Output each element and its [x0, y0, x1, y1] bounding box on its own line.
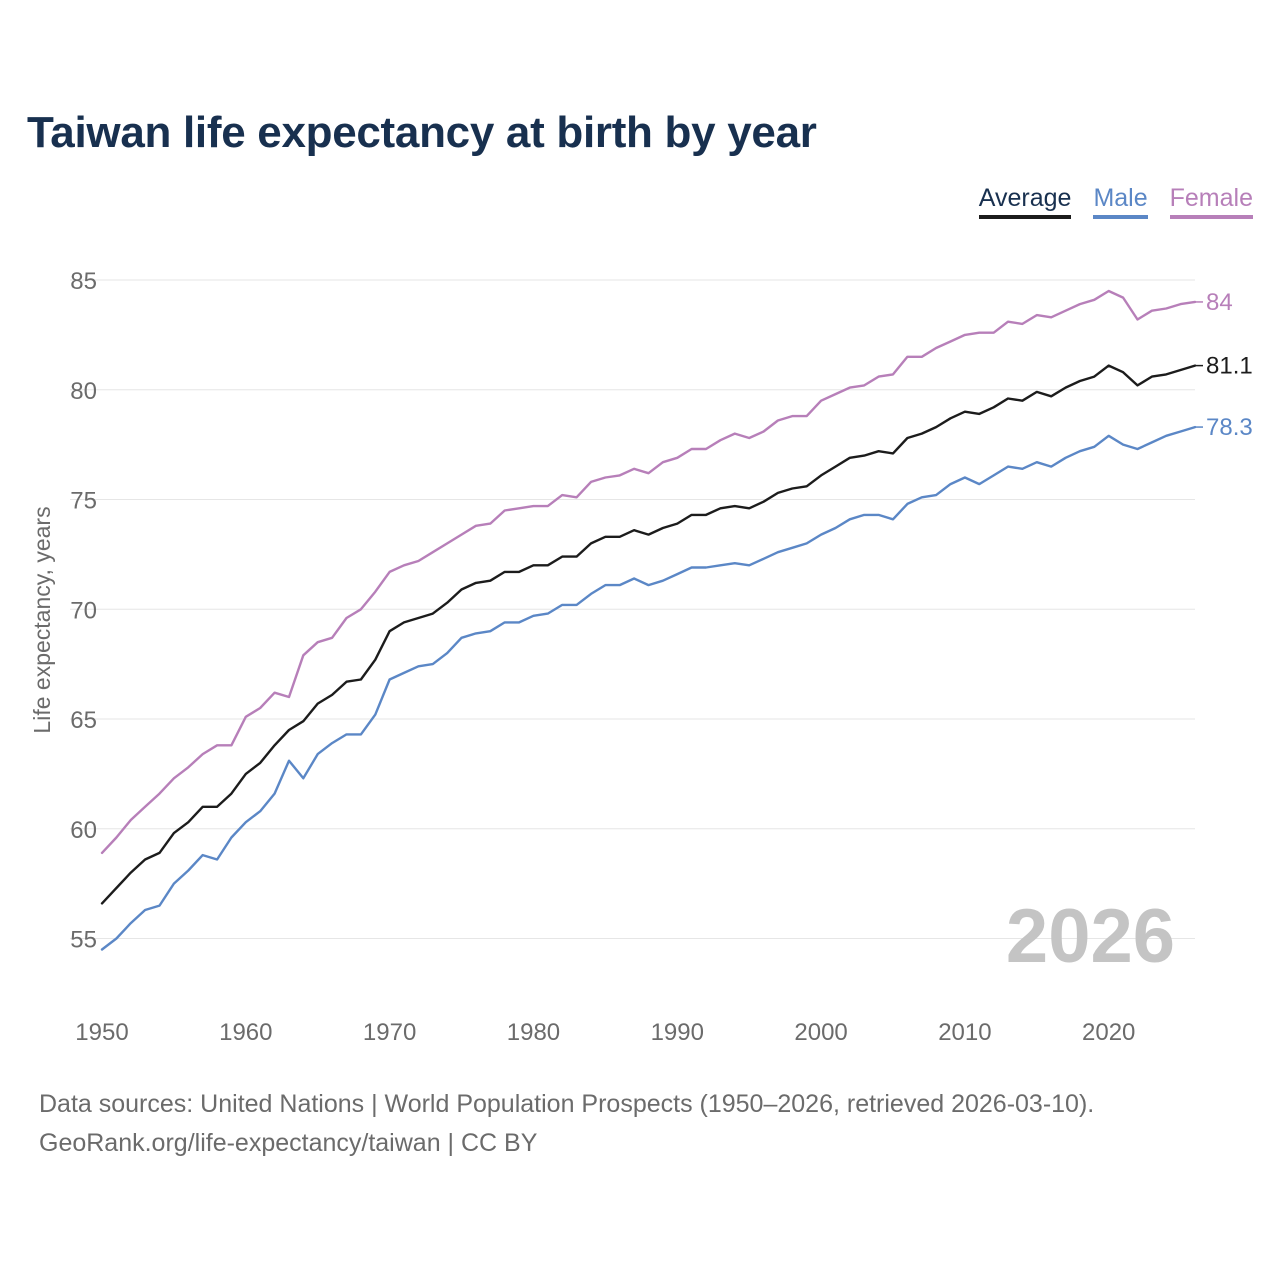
- x-tick-label-1970: 1970: [363, 1019, 416, 1046]
- y-tick-label-55: 55: [70, 927, 97, 954]
- x-tick-label-1990: 1990: [651, 1019, 704, 1046]
- end-label-male: 78.3: [1206, 414, 1253, 441]
- end-label-average: 81.1: [1206, 353, 1253, 380]
- x-tick-label-1950: 1950: [75, 1019, 128, 1046]
- year-watermark: 2026: [1006, 894, 1175, 979]
- legend-item-female[interactable]: Female: [1169, 183, 1253, 219]
- legend-item-average[interactable]: Average: [978, 183, 1072, 219]
- x-tick-label-1980: 1980: [507, 1019, 560, 1046]
- legend-item-male[interactable]: Male: [1093, 183, 1148, 219]
- y-tick-label-60: 60: [70, 817, 97, 844]
- x-tick-label-2020: 2020: [1082, 1019, 1135, 1046]
- legend-label-average: Average: [978, 184, 1072, 212]
- series-line-female: [100, 289, 1197, 855]
- source-line-1: Data sources: United Nations | World Pop…: [39, 1090, 1095, 1118]
- chart-title: Taiwan life expectancy at birth by year: [27, 108, 817, 157]
- line-chart: 55 60 65 70 75 80 85 1950 1960 1970 1980 1990 2000 20…: [29, 268, 1253, 1046]
- series-line-male: [100, 425, 1197, 951]
- x-tick-label-1960: 1960: [219, 1019, 272, 1046]
- x-tick-label-2000: 2000: [794, 1019, 847, 1046]
- y-tick-label-65: 65: [70, 707, 97, 734]
- end-label-female: 84: [1206, 289, 1233, 316]
- legend-label-male: Male: [1093, 184, 1148, 212]
- y-tick-label-70: 70: [70, 597, 97, 624]
- y-tick-label-80: 80: [70, 378, 97, 405]
- source-note: Data sources: United Nations | World Pop…: [39, 1085, 1094, 1163]
- legend: Average Male Female: [978, 183, 1253, 219]
- source-line-2[interactable]: GeoRank.org/life-expectancy/taiwan | CC …: [39, 1129, 538, 1157]
- x-tick-label-2010: 2010: [938, 1019, 991, 1046]
- y-tick-label-85: 85: [70, 268, 97, 295]
- series-line-average: [100, 364, 1197, 905]
- legend-label-female: Female: [1169, 184, 1253, 212]
- y-tick-label-75: 75: [70, 488, 97, 515]
- y-axis-title: Life expectancy, years: [29, 506, 55, 733]
